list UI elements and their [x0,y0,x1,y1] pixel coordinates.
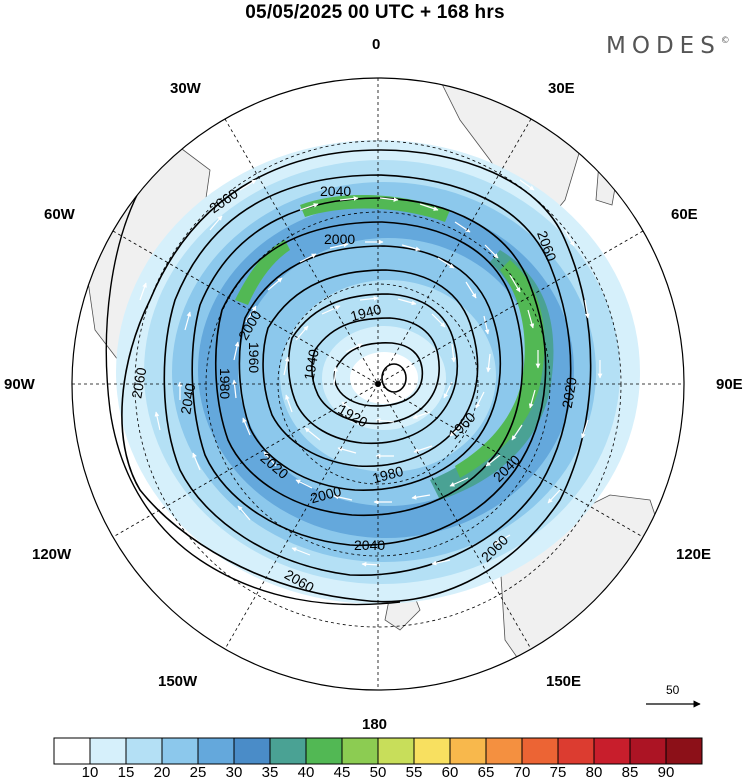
longitude-label-60e: 60E [671,206,698,223]
longitude-label-90w: 90W [4,376,35,393]
longitude-label-0: 0 [372,36,381,53]
longitude-label-90e: 90E [716,376,743,393]
longitude-label-30w: 30W [170,80,201,97]
colorbar-tick-label: 25 [189,764,207,781]
colorbar-tick-label: 50 [369,764,387,781]
colorbar-tick-label: 35 [261,764,279,781]
longitude-label-150w: 150W [158,673,198,690]
contour-label: 1980 [371,463,405,487]
colorbar-cell [377,737,415,765]
colorbar-cell [413,737,451,765]
colorbar-cell [485,737,523,765]
pole-dot [375,381,381,387]
colorbar-cell [89,737,127,765]
colorbar-cell [161,737,199,765]
contour-label: 2040 [320,183,351,199]
map-boundary [71,77,685,691]
contour-label: 2060 [128,366,149,400]
colorbar-cell [449,737,487,765]
colorbar-tick-label: 70 [513,764,531,781]
reference-vector-value: 50 [666,683,680,697]
colorbar-tick-label: 55 [405,764,423,781]
brand-logo: MODES© [606,33,730,59]
brand-name: MODES [606,33,721,59]
colorbar-cell [125,737,163,765]
colorbar-cell [269,737,307,765]
colorbar-cell [233,737,271,765]
colorbar-tick-label: 60 [441,764,459,781]
contour-label: 2040 [354,537,385,553]
colorbar-tick-label: 30 [225,764,243,781]
colorbar-tick-label: 10 [81,764,99,781]
colorbar-tick-label: 75 [549,764,567,781]
contour-label: 1980 [217,368,233,399]
longitude-label-120e: 120E [676,546,712,563]
colorbar-tick-label: 45 [333,764,351,781]
polar-map: 2060 2060 2060 2060 2060 2040 2040 2040 … [71,77,685,691]
longitude-label-120w: 120W [32,546,72,563]
colorbar-tick-label: 85 [621,764,639,781]
wind-vectors [139,179,603,567]
contour-label: 1940 [349,301,383,325]
colorbar-cell [557,737,595,765]
longitude-label-180: 180 [362,716,388,733]
contour-label-group: 2060 2060 2060 2060 2060 2040 2040 2040 … [128,183,580,596]
brand-mark: © [720,36,730,46]
colorbar-cell [341,737,379,765]
longitude-label-30e: 30E [548,80,575,97]
colorbar [53,737,703,765]
contour-label: 1940 [301,348,322,382]
colorbar-tick-label: 65 [477,764,495,781]
colorbar-tick-label: 40 [297,764,315,781]
contour-label: 1960 [246,342,262,373]
contour-label: 2040 [177,382,198,416]
colorbar-cell [665,737,703,765]
colorbar-cell [629,737,667,765]
colorbar-tick-label: 80 [585,764,603,781]
longitude-label-150e: 150E [546,673,582,690]
longitude-label-60w: 60W [44,206,75,223]
colorbar-tick-label: 15 [117,764,135,781]
colorbar-cell [305,737,343,765]
map-title: 05/05/2025 00 UTC + 168 hrs [245,2,505,23]
lat-lon-grid [72,78,684,690]
contour-label: 2020 [559,376,580,410]
reference-vector-arrow [646,700,701,708]
colorbar-tick-label: 90 [657,764,675,781]
contour-label: 2000 [309,483,343,507]
colorbar-tick-label: 20 [153,764,171,781]
colorbar-cell [521,737,559,765]
colorbar-cell [593,737,631,765]
colorbar-cell [53,737,91,765]
colorbar-cell [197,737,235,765]
contour-label: 2000 [324,231,355,247]
